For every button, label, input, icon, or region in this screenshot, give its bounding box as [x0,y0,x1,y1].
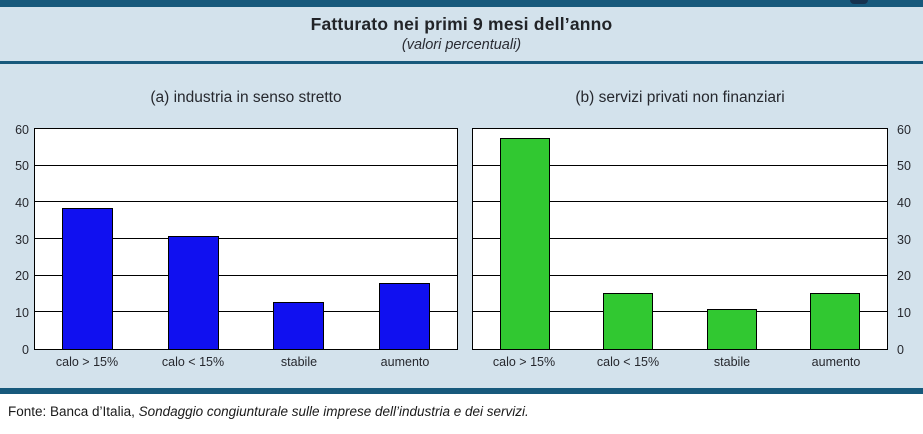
panel-servizi-plot [472,128,888,350]
x-tick-label-stabile: stabile [713,355,751,369]
panel-industria-plot [34,128,458,350]
gridline-30 [473,238,887,239]
bar-stabile [273,302,325,349]
panel-servizi-y-axis-labels: 0 10 20 30 40 50 60 [888,123,918,357]
x-tick-label-calo-15-: calo > 15% [492,355,556,369]
panel-servizi: (b) servizi privati non finanziari 0 10 20… [472,64,918,388]
gridline-40 [473,201,887,203]
source-note: Fonte: Banca d’Italia, Sondaggio congiun… [0,394,923,419]
panel-industria-x-axis-labels: calo > 15% calo < 15% stabile aumento [34,354,458,372]
y-tick-label-30: 30 [897,232,911,247]
gridline-50 [35,164,457,166]
top-border-rule [0,0,923,7]
panel-industria-title: (a) industria in senso stretto [150,89,342,106]
x-tick-label-aumento: aumento [380,355,430,369]
x-tick-label-calo-15-: calo > 15% [55,355,119,369]
x-tick-label-stabile: stabile [280,355,318,369]
gridline-10 [35,311,457,313]
panel-servizi-x-axis-labels: calo > 15% calo < 15% stabile aumento [472,354,888,372]
y-tick-label-0: 0 [22,342,29,357]
y-tick-label-50: 50 [897,159,911,174]
chart-area: (a) industria in senso stretto 0 10 20 30 40… [0,64,923,388]
source-note-prefix: Fonte: Banca d’Italia, [8,404,139,419]
y-tick-label-0: 0 [897,342,904,357]
x-tick-label-aumento: aumento [811,355,861,369]
gridline-10 [473,311,887,313]
gridline-40 [35,201,457,203]
header-divider-rule [0,61,923,64]
y-tick-label-10: 10 [15,305,29,320]
y-tick-label-40: 40 [15,195,29,210]
bar-calo-15- [62,208,114,349]
figure-subtitle: (valori percentuali) [401,37,522,53]
y-tick-label-60: 60 [15,122,29,137]
figure-title: Fatturato nei primi 9 mesi dell’anno [310,14,613,34]
gridline-50 [473,164,887,166]
gridline-20 [473,274,887,276]
cropped-figure-label-remnant [850,0,868,4]
y-tick-label-20: 20 [15,269,29,284]
y-tick-label-10: 10 [897,305,911,320]
x-tick-label-calo-15-: calo < 15% [596,355,660,369]
y-tick-label-40: 40 [897,195,911,210]
figure-header: Fatturato nei primi 9 mesi dell’anno (va… [0,7,923,61]
y-tick-label-60: 60 [897,122,911,137]
bar-aumento [810,292,861,349]
bar-aumento [378,283,430,349]
bar-calo-15- [167,235,219,349]
bar-calo-15- [603,292,654,349]
gridline-20 [35,274,457,276]
x-tick-label-calo-15-: calo < 15% [161,355,225,369]
bottom-border-rule [0,388,923,394]
panel-servizi-plot-row: 0 10 20 30 40 50 60 [472,123,918,357]
panel-industria-y-axis-labels: 0 10 20 30 40 50 60 [8,123,34,357]
bar-calo-15- [499,138,550,349]
bar-stabile [706,309,757,349]
panel-industria: (a) industria in senso stretto 0 10 20 30 40… [8,64,458,388]
y-tick-label-30: 30 [15,232,29,247]
panel-servizi-title: (b) servizi privati non finanziari [575,89,785,106]
source-note-publication: Sondaggio congiunturale sulle imprese de… [138,404,529,419]
y-tick-label-50: 50 [15,159,29,174]
gridline-30 [35,238,457,239]
panel-industria-plot-row: 0 10 20 30 40 50 60 [8,123,458,357]
y-tick-label-20: 20 [897,269,911,284]
